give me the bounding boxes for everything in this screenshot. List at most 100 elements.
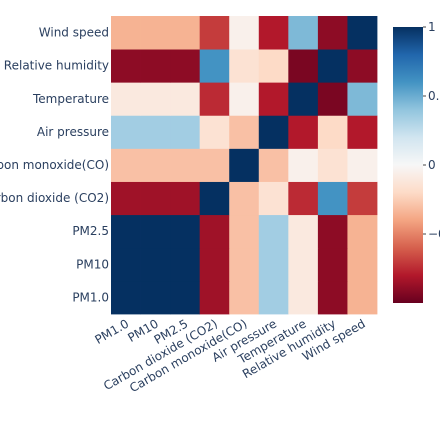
heatmap-cell-carbon-dioxide-co2-pm1-0 <box>111 181 141 216</box>
heatmap-cell-relative-humidity-pm10 <box>140 49 171 83</box>
heatmap-cell-pm10-pm1-0 <box>111 247 141 282</box>
heatmap-cell-carbon-monoxide-co-pm1-0 <box>111 148 141 182</box>
heatmap-cell-pm2-5-carbon-dioxide-co2 <box>199 214 230 249</box>
heatmap-cell-temperature-carbon-dioxide-co2 <box>199 82 230 116</box>
heatmap-cell-air-pressure-air-pressure <box>258 115 289 149</box>
heatmap-cell-relative-humidity-air-pressure <box>258 49 289 83</box>
heatmap-cell-carbon-monoxide-co-pm2-5 <box>170 148 201 182</box>
heatmap-cell-pm10-temperature <box>288 247 319 282</box>
heatmap-cell-carbon-dioxide-co2-relative-humidity <box>317 181 348 216</box>
heatmap-cell-carbon-monoxide-co-temperature <box>288 148 319 182</box>
heatmap-cell-pm10-air-pressure <box>258 247 289 282</box>
heatmap-cell-carbon-monoxide-co-wind-speed <box>347 148 378 182</box>
y-tick-label-pm2-5: PM2.5 <box>72 224 109 238</box>
y-tick-label-wind-speed: Wind speed <box>39 26 109 40</box>
heatmap-cell-carbon-dioxide-co2-carbon-dioxide-co2 <box>199 181 230 216</box>
heatmap-cell-carbon-dioxide-co2-wind-speed <box>347 181 378 216</box>
heatmap-cell-relative-humidity-pm1-0 <box>111 49 141 83</box>
heatmap-cell-wind-speed-pm1-0 <box>111 16 141 50</box>
heatmap-cell-pm2-5-temperature <box>288 214 319 249</box>
heatmap-cell-relative-humidity-relative-humidity <box>317 49 348 83</box>
heatmap-cell-relative-humidity-pm2-5 <box>170 49 201 83</box>
heatmap-cell-temperature-pm2-5 <box>170 82 201 116</box>
heatmap-cell-pm10-wind-speed <box>347 247 378 282</box>
heatmap-cell-pm10-carbon-dioxide-co2 <box>199 247 230 282</box>
heatmap-cell-pm1-0-temperature <box>288 280 319 315</box>
heatmap-cell-air-pressure-carbon-monoxide-co <box>229 115 260 149</box>
heatmap-cell-relative-humidity-carbon-dioxide-co2 <box>199 49 230 83</box>
heatmap-cell-carbon-monoxide-co-carbon-dioxide-co2 <box>199 148 230 182</box>
heatmap-cell-wind-speed-temperature <box>288 16 319 50</box>
y-tick-label-pm1-0: PM1.0 <box>72 290 109 304</box>
heatmap-cell-temperature-relative-humidity <box>317 82 348 116</box>
heatmap-cell-pm2-5-pm10 <box>140 214 171 249</box>
heatmap-cells <box>111 16 378 315</box>
heatmap-cell-pm1-0-air-pressure <box>258 280 289 315</box>
heatmap-cell-pm10-pm2-5 <box>170 247 201 282</box>
heatmap-cell-carbon-monoxide-co-air-pressure <box>258 148 289 182</box>
heatmap-cell-air-pressure-carbon-dioxide-co2 <box>199 115 230 149</box>
heatmap-cell-air-pressure-temperature <box>288 115 319 149</box>
heatmap-cell-pm1-0-pm1-0 <box>111 280 141 315</box>
heatmap-cell-temperature-carbon-monoxide-co <box>229 82 260 116</box>
heatmap-cell-pm1-0-relative-humidity <box>317 280 348 315</box>
heatmap-cell-pm2-5-relative-humidity <box>317 214 348 249</box>
colorbar-tick-label: −0.5 <box>428 227 440 241</box>
heatmap-cell-carbon-dioxide-co2-pm2-5 <box>170 181 201 216</box>
heatmap-cell-wind-speed-pm2-5 <box>170 16 201 50</box>
y-tick-label-carbon-monoxide-co: Carbon monoxide(CO) <box>0 158 109 172</box>
y-tick-label-carbon-dioxide-co2: Carbon dioxide (CO2) <box>0 191 109 205</box>
heatmap-cell-carbon-dioxide-co2-carbon-monoxide-co <box>229 181 260 216</box>
colorbar-tick-labels: 1 0.5 0 −0.5 <box>423 20 440 241</box>
heatmap-cell-relative-humidity-temperature <box>288 49 319 83</box>
x-tick-label-pm1-0: PM1.0 <box>93 316 132 346</box>
colorbar-gradient <box>393 27 423 303</box>
colorbar-tick-label: 0.5 <box>428 89 440 103</box>
heatmap-cell-temperature-pm10 <box>140 82 171 116</box>
heatmap-cell-pm1-0-wind-speed <box>347 280 378 315</box>
y-axis-tick-labels: PM1.0 PM10 PM2.5 Carbon dioxide (CO2) Carbon… <box>0 26 109 305</box>
heatmap-cell-air-pressure-pm1-0 <box>111 115 141 149</box>
heatmap-cell-wind-speed-pm10 <box>140 16 171 50</box>
heatmap-cell-temperature-wind-speed <box>347 82 378 116</box>
heatmap-cell-pm2-5-air-pressure <box>258 214 289 249</box>
heatmap-cell-pm2-5-pm2-5 <box>170 214 201 249</box>
heatmap-cell-wind-speed-carbon-dioxide-co2 <box>199 16 230 50</box>
heatmap-cell-air-pressure-pm10 <box>140 115 171 149</box>
heatmap-cell-pm1-0-carbon-dioxide-co2 <box>199 280 230 315</box>
heatmap-cell-carbon-dioxide-co2-air-pressure <box>258 181 289 216</box>
heatmap-cell-pm2-5-carbon-monoxide-co <box>229 214 260 249</box>
heatmap-cell-wind-speed-wind-speed <box>347 16 378 50</box>
y-tick-label-pm10: PM10 <box>76 257 109 271</box>
heatmap-cell-carbon-dioxide-co2-temperature <box>288 181 319 216</box>
y-tick-label-air-pressure: Air pressure <box>37 125 109 139</box>
heatmap-cell-wind-speed-carbon-monoxide-co <box>229 16 260 50</box>
heatmap-cell-pm2-5-pm1-0 <box>111 214 141 249</box>
heatmap-cell-wind-speed-air-pressure <box>258 16 289 50</box>
heatmap-cell-pm10-pm10 <box>140 247 171 282</box>
heatmap-cell-air-pressure-pm2-5 <box>170 115 201 149</box>
heatmap-cell-pm10-relative-humidity <box>317 247 348 282</box>
y-tick-label-relative-humidity: Relative humidity <box>4 59 109 73</box>
heatmap-cell-air-pressure-wind-speed <box>347 115 378 149</box>
heatmap-cell-carbon-dioxide-co2-pm10 <box>140 181 171 216</box>
heatmap-cell-carbon-monoxide-co-carbon-monoxide-co <box>229 148 260 182</box>
heatmap-cell-wind-speed-relative-humidity <box>317 16 348 50</box>
heatmap-cell-temperature-air-pressure <box>258 82 289 116</box>
heatmap-cell-pm1-0-carbon-monoxide-co <box>229 280 260 315</box>
y-tick-label-temperature: Temperature <box>32 92 109 106</box>
heatmap-cell-pm10-carbon-monoxide-co <box>229 247 260 282</box>
colorbar-tick-label: 0 <box>428 158 436 172</box>
heatmap-cell-pm2-5-wind-speed <box>347 214 378 249</box>
heatmap-cell-pm1-0-pm10 <box>140 280 171 315</box>
heatmap-cell-relative-humidity-carbon-monoxide-co <box>229 49 260 83</box>
heatmap-cell-carbon-monoxide-co-relative-humidity <box>317 148 348 182</box>
colorbar-tick-label: 1 <box>428 20 436 34</box>
heatmap-cell-relative-humidity-wind-speed <box>347 49 378 83</box>
heatmap-cell-pm1-0-pm2-5 <box>170 280 201 315</box>
heatmap-cell-temperature-pm1-0 <box>111 82 141 116</box>
heatmap-cell-air-pressure-relative-humidity <box>317 115 348 149</box>
colorbar: 1 0.5 0 −0.5 <box>393 20 440 303</box>
